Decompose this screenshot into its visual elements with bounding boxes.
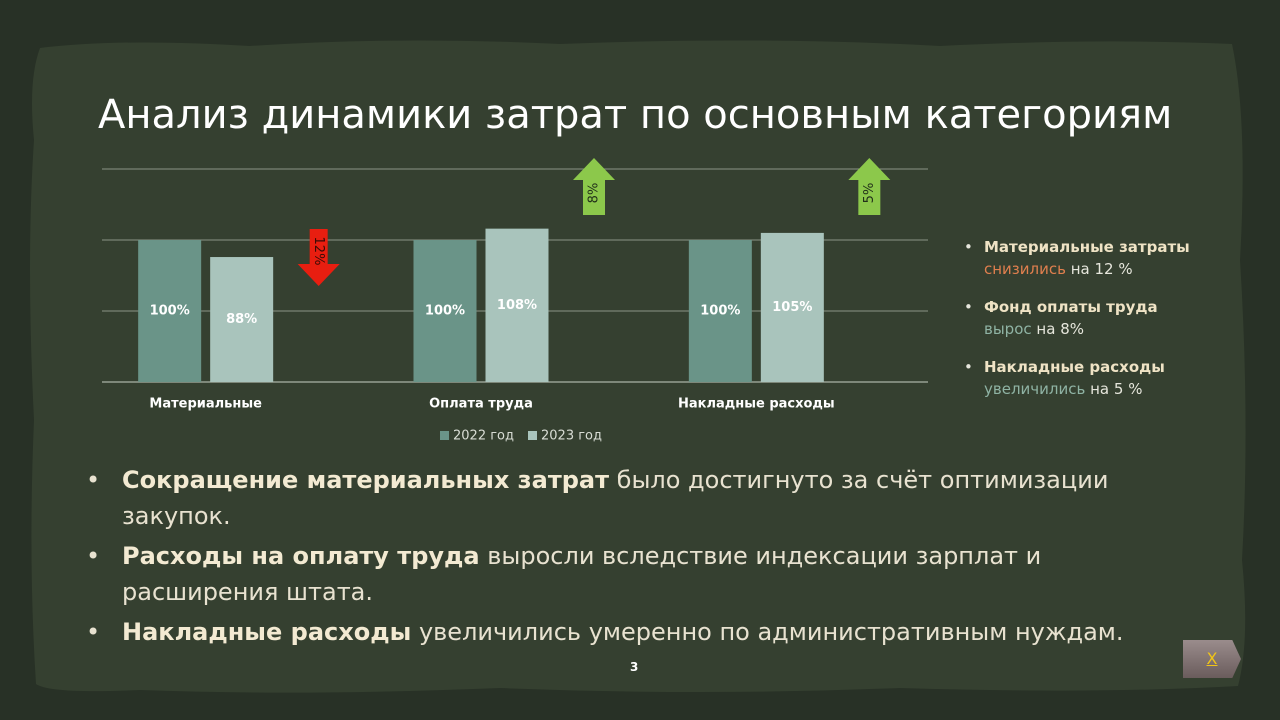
bullet-text: выросли вследствие индексации зарплат и … <box>122 542 1042 606</box>
legend-swatch <box>440 431 449 440</box>
bar <box>688 240 752 382</box>
change-arrow: 8% <box>573 158 615 215</box>
bar-value-label: 88% <box>226 312 257 327</box>
side-note: Накладные расходы увеличились на 5 % <box>962 356 1222 400</box>
arrow-shape <box>848 158 891 215</box>
slide-title: Анализ динамики затрат по основным катег… <box>98 92 1173 138</box>
bar <box>210 257 274 382</box>
side-note-accent: увеличились <box>984 380 1086 398</box>
bar <box>138 240 202 382</box>
arrow-label: 12% <box>311 237 326 266</box>
bullet-text: увеличились умеренно по административным… <box>418 618 1124 646</box>
bar-value-label: 100% <box>150 304 190 319</box>
side-note-bold: Фонд оплаты труда <box>984 298 1158 316</box>
side-note-text: на 8% <box>1036 320 1084 338</box>
x-tick-label: Оплата труда <box>429 397 533 412</box>
bullet: Накладные расходы увеличились умеренно п… <box>86 614 1146 650</box>
bar-value-label: 105% <box>772 300 812 315</box>
bullet-text: было достигнуто за счёт оптимизации заку… <box>122 466 1109 530</box>
arrow-label: 8% <box>587 183 602 204</box>
bullet: Расходы на оплату труда выросли вследств… <box>86 538 1146 610</box>
legend-label: 2023 год <box>541 429 602 444</box>
side-note-text: на 5 % <box>1090 380 1143 398</box>
arrow-label: 5% <box>862 183 877 204</box>
bullet-bold: Расходы на оплату труда <box>122 542 480 570</box>
x-tick-label: Материальные <box>149 397 262 412</box>
side-note-bold: Накладные расходы <box>984 358 1165 376</box>
bar-value-label: 108% <box>497 298 537 313</box>
bar <box>760 232 824 382</box>
side-note: Материальные затраты снизились на 12 % <box>962 236 1222 280</box>
arrow-shape <box>297 229 340 286</box>
bar-value-label: 100% <box>700 304 740 319</box>
legend-swatch <box>528 431 537 440</box>
arrow-shape <box>573 158 615 215</box>
page-number: 3 <box>630 660 639 674</box>
side-notes: Материальные затраты снизились на 12 % Фон… <box>962 236 1222 416</box>
bar <box>485 228 549 382</box>
side-note: Фонд оплаты труда вырос на 8% <box>962 296 1222 340</box>
close-button[interactable]: X <box>1183 640 1241 678</box>
bullet: Сокращение материальных затрат было дост… <box>86 462 1146 534</box>
bar-value-label: 100% <box>425 304 465 319</box>
side-note-text: на 12 % <box>1070 260 1133 278</box>
side-note-accent: вырос <box>984 320 1032 338</box>
side-note-bold: Материальные затраты <box>984 238 1190 256</box>
bullet-list: Сокращение материальных затрат было дост… <box>86 462 1146 654</box>
x-tick-label: Накладные расходы <box>678 397 835 412</box>
bar <box>413 240 477 382</box>
side-note-accent: снизились <box>984 260 1066 278</box>
bullet-bold: Сокращение материальных затрат <box>122 466 610 494</box>
bullet-bold: Накладные расходы <box>122 618 412 646</box>
change-arrow: 5% <box>848 158 891 215</box>
change-arrow: 12% <box>297 229 340 286</box>
legend-label: 2022 год <box>453 429 514 444</box>
